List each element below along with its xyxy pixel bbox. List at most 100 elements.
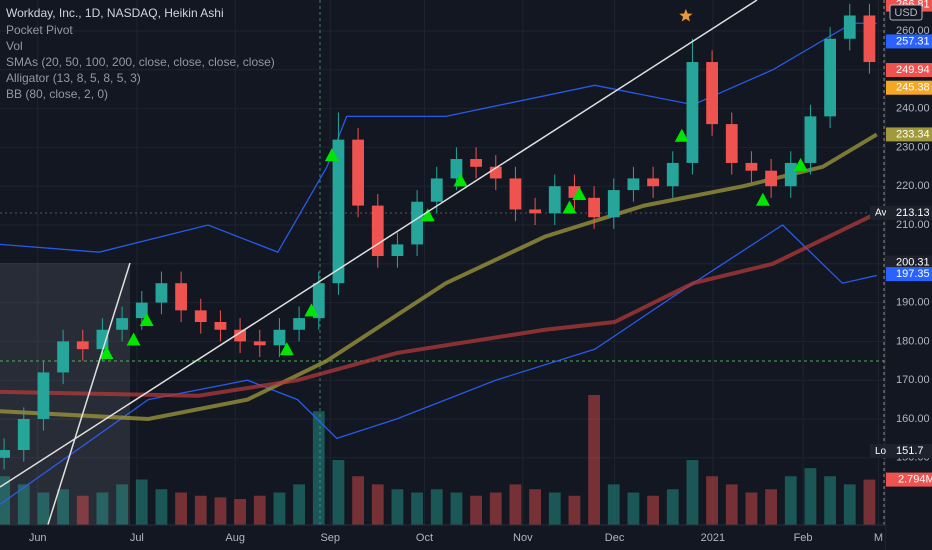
indicator: BB (80, close, 2, 0) bbox=[6, 87, 108, 101]
candle-body bbox=[686, 62, 699, 163]
candle-body bbox=[843, 15, 856, 39]
volume-bar bbox=[175, 492, 187, 525]
pivot-marker bbox=[572, 186, 587, 200]
candle-body bbox=[194, 310, 207, 322]
x-tick-label: Jun bbox=[29, 532, 47, 544]
volume-bar bbox=[666, 489, 679, 525]
volume-bar bbox=[293, 484, 305, 525]
volume-bar bbox=[430, 489, 443, 525]
candle-body bbox=[647, 178, 659, 187]
price-tag-box bbox=[870, 444, 890, 459]
candle-body bbox=[627, 178, 640, 191]
x-tick-label: Dec bbox=[605, 532, 625, 544]
candle-body bbox=[352, 139, 364, 206]
price-tag-label: 245.38 bbox=[896, 82, 930, 94]
price-tag bbox=[886, 63, 932, 78]
volume-bar bbox=[352, 476, 364, 525]
currency-box bbox=[889, 4, 923, 21]
pivot-marker bbox=[562, 200, 577, 214]
indicator: SMAs (20, 50, 100, 200, close, close, cl… bbox=[6, 55, 275, 69]
candle-body bbox=[273, 329, 286, 346]
pivot-marker bbox=[755, 192, 770, 206]
volume-bar bbox=[824, 476, 836, 525]
volume-bar bbox=[647, 495, 659, 525]
x-tick-label: Jul bbox=[130, 532, 144, 544]
volume-bar bbox=[706, 476, 718, 525]
candle-body bbox=[411, 201, 423, 245]
y-tick-label: 160.00 bbox=[896, 413, 930, 425]
star-marker bbox=[679, 8, 693, 22]
volume-bar bbox=[588, 395, 600, 525]
price-tag-label: 200.31 bbox=[896, 257, 930, 269]
candle-body bbox=[17, 419, 30, 451]
volume-bar bbox=[391, 489, 404, 525]
pivot-marker bbox=[674, 128, 689, 142]
x-tick-label: 2021 bbox=[701, 532, 725, 544]
x-tick-label: Feb bbox=[794, 532, 813, 544]
indicator-line bbox=[0, 132, 878, 422]
pivot-marker bbox=[126, 332, 141, 346]
y-tick-label: 180.00 bbox=[896, 335, 930, 347]
candle-body bbox=[450, 159, 463, 179]
candle-body bbox=[607, 190, 620, 218]
volume-bar bbox=[529, 489, 541, 525]
pivot-marker bbox=[99, 346, 114, 360]
volume-bar bbox=[804, 468, 817, 525]
x-tick-label: Aug bbox=[225, 532, 245, 544]
candle-body bbox=[765, 170, 777, 187]
price-tag bbox=[886, 255, 932, 270]
x-tick-label: M bbox=[874, 532, 883, 544]
candle-body bbox=[529, 209, 541, 214]
currency-label: USD bbox=[894, 7, 917, 19]
indicator: Vol bbox=[6, 39, 23, 53]
price-tag-label: 213.13 bbox=[896, 207, 930, 219]
trend-line bbox=[39, 262, 131, 550]
candle-body bbox=[568, 186, 581, 198]
price-tag-name: Low bbox=[875, 446, 894, 457]
volume-tag bbox=[886, 472, 932, 487]
candle-body bbox=[116, 318, 128, 330]
time-axis bbox=[0, 525, 885, 550]
price-tag-box bbox=[870, 205, 890, 220]
volume-bar bbox=[194, 495, 207, 525]
candle-body bbox=[784, 162, 797, 187]
candle-body bbox=[666, 162, 679, 187]
pivot-marker bbox=[453, 173, 468, 187]
indicator-line bbox=[0, 211, 878, 398]
volume-bar bbox=[765, 489, 777, 525]
price-tag-name: Avg bbox=[875, 207, 892, 218]
candle-body bbox=[37, 372, 50, 419]
volume-bar bbox=[312, 411, 325, 525]
price-tag-label: 257.31 bbox=[896, 35, 930, 47]
y-tick-label: 230.00 bbox=[896, 141, 930, 153]
price-tag bbox=[886, 267, 932, 282]
candle-body bbox=[332, 139, 345, 284]
candle-body bbox=[548, 186, 561, 214]
volume-bar bbox=[155, 489, 168, 525]
price-tag bbox=[886, 80, 932, 95]
y-tick-label: 220.00 bbox=[896, 180, 930, 192]
volume-bar bbox=[37, 492, 50, 525]
volume-bar bbox=[745, 492, 758, 525]
price-tag bbox=[886, 34, 932, 49]
pivot-marker bbox=[324, 148, 339, 162]
volume-bar bbox=[568, 495, 581, 525]
y-tick-label: 170.00 bbox=[896, 374, 930, 386]
x-tick-label: Oct bbox=[416, 532, 433, 544]
volume-bar bbox=[253, 495, 266, 525]
candle-body bbox=[0, 450, 10, 458]
indicator-line bbox=[0, 224, 877, 505]
pivot-marker bbox=[279, 342, 294, 356]
price-tag bbox=[886, 444, 932, 459]
candle-body bbox=[253, 341, 266, 346]
indicator-line bbox=[0, 22, 877, 253]
y-tick-label: 260.00 bbox=[896, 25, 930, 37]
price-tag-label: 151.7 bbox=[896, 445, 924, 457]
price-tag-label: 197.35 bbox=[896, 268, 930, 280]
candle-body bbox=[175, 283, 187, 311]
volume-bar bbox=[116, 484, 128, 525]
volume-bar bbox=[214, 497, 227, 525]
volume-bar bbox=[450, 492, 463, 525]
volume-bar bbox=[784, 476, 797, 525]
